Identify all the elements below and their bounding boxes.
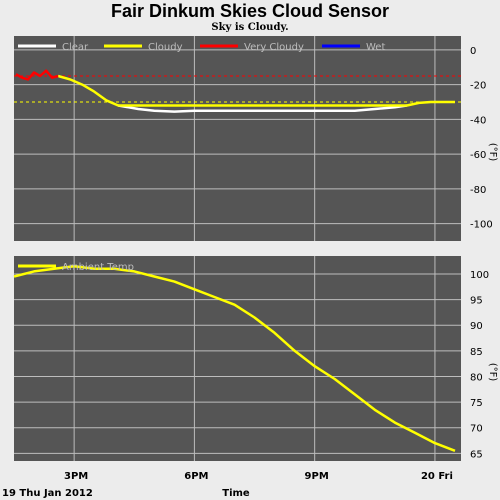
legend-label-cloudy: Cloudy [148,42,183,53]
x-axis-label: Time [222,488,250,499]
ambient-temp-y-tick-label: 90 [470,321,483,332]
sky-temp-series-clear [117,104,408,113]
legend-label-wet: Wet [366,42,385,53]
ambient-temp-plot-area [14,256,461,461]
sky-temp-series-very-cloudy [15,69,59,81]
x-start-label: 19 Thu Jan 2012 [2,488,93,499]
sky-temp-y-tick-label: -60 [470,150,486,161]
ambient-temp-y-tick-label: 80 [470,372,483,383]
ambient-temp-y-tick-label: 100 [470,270,489,281]
ambient-temp-grid [14,256,461,461]
sky-temp-y-tick-label: -40 [470,115,486,126]
sky-temp-legend: Clear Cloudy Very Cloudy Wet [18,42,385,53]
ambient-temp-series-ambient-temp [13,265,456,452]
legend-label-very-cloudy: Very Cloudy [244,42,304,53]
ambient-temp-y-ticks: 100 95 90 85 80 75 70 65 [470,270,489,460]
sky-temp-y-unit: (°F) [487,143,498,162]
legend-label-clear: Clear [62,42,89,53]
sky-temp-series-cloudy [57,74,455,107]
ambient-temp-y-tick-label: 70 [470,424,483,435]
ambient-temp-y-unit: (°F) [487,363,498,382]
ambient-temp-y-tick-label: 65 [470,449,483,460]
ambient-temp-legend: Ambient Temp [18,262,134,273]
x-tick-label: 6PM [184,471,208,482]
ambient-temp-series [13,265,456,452]
sky-temp-y-tick-label: -100 [470,220,493,231]
sky-temp-y-tick-label: -80 [470,185,486,196]
ambient-temp-y-tick-label: 95 [470,296,483,307]
sky-temp-y-tick-label: 0 [470,46,476,57]
sky-temp-thresholds [14,75,461,103]
x-tick-label: 3PM [64,471,88,482]
x-tick-label: 20 Fri [421,471,453,482]
chart-subtitle: Sky is Cloudy. [211,22,289,33]
chart-title: Fair Dinkum Skies Cloud Sensor [110,1,390,21]
sky-temp-y-tick-label: -20 [470,81,486,92]
sky-temp-plot-area [14,36,461,241]
x-ticks: 3PM 6PM 9PM 20 Fri [64,471,453,482]
ambient-temp-y-tick-label: 85 [470,347,483,358]
sky-temp-grid [14,36,461,241]
sky-temp-y-ticks: 0 -20 -40 -60 -80 -100 [470,46,493,231]
legend-label-ambient-temp: Ambient Temp [62,262,134,273]
ambient-temp-y-tick-label: 75 [470,398,483,409]
sky-temp-series [15,69,455,113]
x-tick-label: 9PM [305,471,329,482]
